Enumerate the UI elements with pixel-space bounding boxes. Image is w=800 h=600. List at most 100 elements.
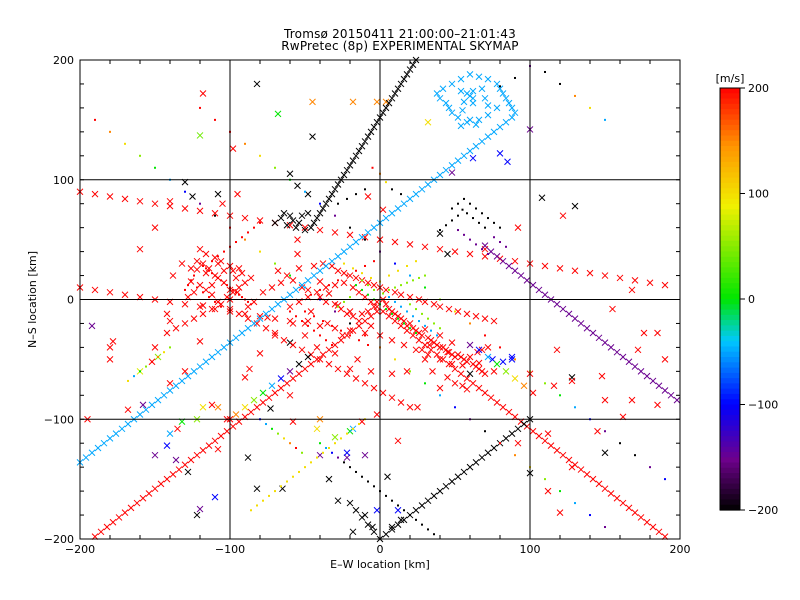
dot-point xyxy=(457,229,459,232)
cross-point xyxy=(637,514,645,521)
dot-point xyxy=(493,221,495,224)
dot-point xyxy=(352,267,354,270)
cross-point xyxy=(301,332,309,339)
colorbar-segment xyxy=(720,372,740,379)
dot-point xyxy=(109,130,111,133)
dot-point xyxy=(340,329,342,332)
cross-point xyxy=(436,94,444,102)
dot-point xyxy=(589,514,591,517)
cross-point xyxy=(373,98,381,106)
dot-point xyxy=(559,82,561,85)
cross-point xyxy=(169,470,177,478)
dot-point xyxy=(256,504,258,507)
dot-point xyxy=(250,303,252,306)
cross-point xyxy=(661,387,669,394)
dot-point xyxy=(499,85,501,88)
dot-point xyxy=(397,269,399,272)
cross-point xyxy=(325,290,333,297)
dot-point xyxy=(124,142,126,145)
dot-point xyxy=(205,267,207,270)
dot-point xyxy=(499,226,501,229)
dot-point xyxy=(469,202,471,205)
cross-point xyxy=(343,370,351,378)
x-tick-label: −200 xyxy=(65,543,95,556)
colorbar-segment xyxy=(720,499,740,506)
cross-point xyxy=(346,231,354,239)
cross-point xyxy=(382,286,390,294)
cross-point xyxy=(487,394,495,402)
cross-point xyxy=(451,365,459,373)
y-tick-label: −200 xyxy=(44,533,74,546)
dot-point xyxy=(415,308,417,311)
cross-point xyxy=(172,456,180,464)
dot-point xyxy=(214,300,216,303)
cross-point xyxy=(379,109,387,117)
cross-point xyxy=(631,363,639,370)
cross-point xyxy=(541,262,549,270)
cross-point xyxy=(412,190,420,198)
chart-subtitle: RwPretec (8p) EXPERIMENTAL SKYMAP xyxy=(281,39,519,53)
cross-point xyxy=(289,217,297,224)
dot-point xyxy=(457,214,459,217)
cross-point xyxy=(493,399,501,406)
dot-point xyxy=(559,490,561,493)
cross-point xyxy=(307,360,315,368)
cross-point xyxy=(625,504,633,512)
cross-point xyxy=(553,447,561,454)
cross-point xyxy=(169,272,177,279)
cross-point xyxy=(472,312,480,320)
cross-point xyxy=(625,358,633,366)
dot-point xyxy=(385,308,387,311)
cross-point xyxy=(436,245,444,253)
colorbar-segment xyxy=(720,320,740,326)
dot-point xyxy=(505,245,507,248)
cross-point xyxy=(523,276,531,284)
cross-point xyxy=(307,308,315,315)
cross-point xyxy=(235,310,243,318)
cross-point xyxy=(490,367,498,375)
cross-point xyxy=(358,310,366,318)
cross-point xyxy=(469,154,477,162)
cross-point xyxy=(229,145,237,152)
cross-point xyxy=(418,502,426,509)
cross-point xyxy=(388,308,396,315)
cross-point xyxy=(265,394,273,402)
dot-point xyxy=(364,238,366,241)
cross-point xyxy=(307,224,315,232)
colorbar-segment xyxy=(720,230,740,237)
cross-point xyxy=(370,281,378,289)
cross-point xyxy=(463,375,471,382)
cross-point xyxy=(466,71,474,78)
dot-point xyxy=(139,370,141,373)
dot-point xyxy=(343,461,345,464)
colorbar-segment xyxy=(720,219,740,226)
cross-point xyxy=(511,257,519,265)
dot-point xyxy=(361,288,363,291)
cross-point xyxy=(439,356,447,363)
dot-point xyxy=(604,430,606,433)
cross-point xyxy=(268,382,276,390)
cross-point xyxy=(445,305,453,313)
cross-point xyxy=(343,166,351,174)
dot-point xyxy=(355,269,357,272)
cross-point xyxy=(256,217,264,224)
cross-point xyxy=(594,427,601,435)
cross-point xyxy=(481,242,489,249)
cross-point xyxy=(571,267,579,275)
colorbar-segment xyxy=(720,98,740,105)
colorbar-segment xyxy=(720,88,740,94)
cross-point xyxy=(229,423,237,430)
cross-point xyxy=(466,341,474,349)
cross-point xyxy=(316,322,324,330)
cross-point xyxy=(331,350,339,357)
dot-point xyxy=(406,281,408,284)
cross-point xyxy=(349,528,357,536)
cross-point xyxy=(184,468,192,476)
cross-point xyxy=(196,245,204,253)
cross-point xyxy=(661,356,669,363)
cross-point xyxy=(478,138,486,145)
colorbar-segment xyxy=(720,172,740,179)
cross-point xyxy=(409,61,417,69)
cross-point xyxy=(517,272,525,279)
cross-point xyxy=(295,370,303,378)
